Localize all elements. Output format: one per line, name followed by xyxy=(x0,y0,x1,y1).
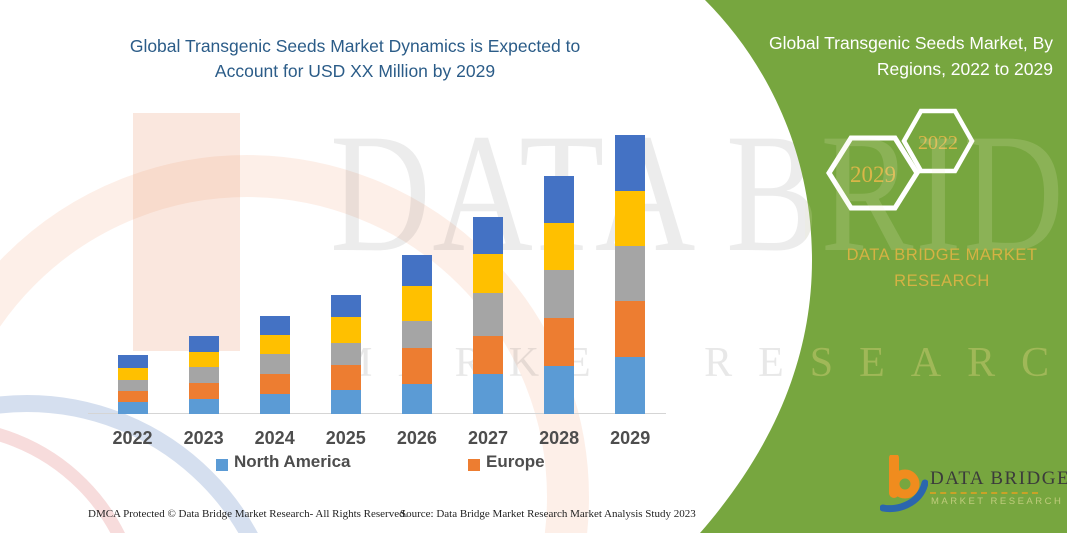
x-axis-label-2027: 2027 xyxy=(467,428,509,448)
bar-segment-2025-North America xyxy=(330,390,361,414)
bar-segment-2026-Europe xyxy=(401,348,432,384)
bar-segment-2028-Europe xyxy=(544,318,575,366)
legend-label-europe: Europe xyxy=(486,452,545,471)
x-axis-line xyxy=(88,413,666,414)
legend-label-north-america: North America xyxy=(234,452,351,471)
bar-segment-2028-unlabeled-yellow xyxy=(544,223,575,270)
bar-segment-2027-unlabeled-gray xyxy=(473,293,503,336)
chart-title: Global Transgenic Seeds Market Dynamics … xyxy=(105,34,605,85)
bar-segment-2029-Europe xyxy=(615,301,646,357)
hexagon-2022-label: 2022 xyxy=(918,132,958,154)
bar-segment-2026-unlabeled-yellow xyxy=(401,286,432,321)
bar-segment-2027-unlabeled-blue xyxy=(473,217,503,254)
bar-segment-2023-unlabeled-yellow xyxy=(188,352,219,367)
bar-segment-2024-unlabeled-yellow xyxy=(259,335,290,354)
bar-segment-2023-unlabeled-gray xyxy=(188,367,219,383)
bar-segment-2028-North America xyxy=(544,366,575,414)
bar-segment-2027-Europe xyxy=(473,336,503,374)
hexagon-2022 xyxy=(901,108,975,174)
hexagon-2029 xyxy=(826,135,920,211)
x-axis-label-2022: 2022 xyxy=(112,428,153,448)
bar-segment-2025-unlabeled-gray xyxy=(330,343,361,365)
x-axis-label-2024: 2024 xyxy=(254,428,295,448)
watermark-on-green-clip: DATA BRIDGE MARKET RESEARCH xyxy=(805,0,1067,533)
bar-segment-2026-unlabeled-gray xyxy=(401,321,432,348)
x-axis-label-2026: 2026 xyxy=(396,428,437,448)
bar-segment-2022-Europe xyxy=(117,391,148,402)
bar-segment-2024-Europe xyxy=(259,374,290,394)
bar-segment-2026-North America xyxy=(401,384,432,414)
org-name: DATA BRIDGE MARKET RESEARCH xyxy=(812,243,1067,294)
x-axis-label-2028: 2028 xyxy=(539,428,580,448)
brand-logo-subtitle: MARKET RESEARCH xyxy=(931,496,1064,507)
hexagon-2029-label: 2029 xyxy=(850,162,896,187)
chart-title-line2: Account for USD XX Million by 2029 xyxy=(214,61,496,82)
bar-segment-2024-unlabeled-blue xyxy=(259,316,290,335)
source-note: Source: Data Bridge Market Research Mark… xyxy=(400,508,696,520)
bar-segment-2024-North America xyxy=(259,394,290,414)
x-axis-label-2023: 2023 xyxy=(183,428,224,448)
bar-segment-2029-unlabeled-blue xyxy=(615,135,646,191)
bar-segment-2029-unlabeled-gray xyxy=(615,246,646,301)
brand-logo-b-icon xyxy=(879,453,929,513)
bar-segment-2022-unlabeled-yellow xyxy=(117,368,148,380)
org-name-line1: DATA BRIDGE MARKET xyxy=(846,246,1038,264)
bar-segment-2028-unlabeled-blue xyxy=(544,176,575,223)
x-axis-label-2029: 2029 xyxy=(610,428,651,448)
brand-logo: DATA BRIDGE MARKET RESEARCH xyxy=(879,453,1067,515)
bar-segment-2023-North America xyxy=(188,399,219,414)
legend-swatch-europe xyxy=(468,459,480,471)
watermark-databridge-on-green: DATA BRIDGE xyxy=(805,99,1067,287)
chart-title-line1: Global Transgenic Seeds Market Dynamics … xyxy=(129,36,581,56)
panel-heading-line2: Regions, 2022 to 2029 xyxy=(876,59,1053,80)
bar-segment-2023-unlabeled-blue xyxy=(188,336,219,352)
bar-segment-2022-North America xyxy=(117,402,148,414)
bar-segment-2027-unlabeled-yellow xyxy=(473,254,503,293)
bar-segment-2027-North America xyxy=(473,374,503,414)
panel-heading: Global Transgenic Seeds Market, By Regio… xyxy=(723,30,1053,83)
bar-segment-2025-unlabeled-yellow xyxy=(330,317,361,343)
brand-logo-name: DATA BRIDGE xyxy=(930,468,1067,489)
legend-swatch-north-america xyxy=(216,459,228,471)
bar-segment-2022-unlabeled-gray xyxy=(117,380,148,391)
bar-segment-2023-Europe xyxy=(188,383,219,399)
brand-logo-underline xyxy=(930,492,1038,494)
bar-segment-2029-unlabeled-yellow xyxy=(615,191,646,246)
x-axis-label-2025: 2025 xyxy=(325,428,366,448)
bar-segment-2029-North America xyxy=(615,357,646,414)
bar-segment-2026-unlabeled-blue xyxy=(401,255,432,286)
watermark-market-research-on-green: MARKET RESEARCH xyxy=(805,340,1067,386)
bar-segment-2022-unlabeled-blue xyxy=(117,355,148,368)
bar-segment-2025-unlabeled-blue xyxy=(330,295,361,317)
bar-segment-2028-unlabeled-gray xyxy=(544,270,575,318)
dmca-notice: DMCA Protected © Data Bridge Market Rese… xyxy=(88,508,408,520)
bar-segment-2024-unlabeled-gray xyxy=(259,354,290,374)
bar-segment-2025-Europe xyxy=(330,365,361,390)
green-panel-shape xyxy=(700,0,1067,533)
panel-heading-line1: Global Transgenic Seeds Market, By xyxy=(768,33,1053,53)
org-name-line2: RESEARCH xyxy=(894,271,990,290)
